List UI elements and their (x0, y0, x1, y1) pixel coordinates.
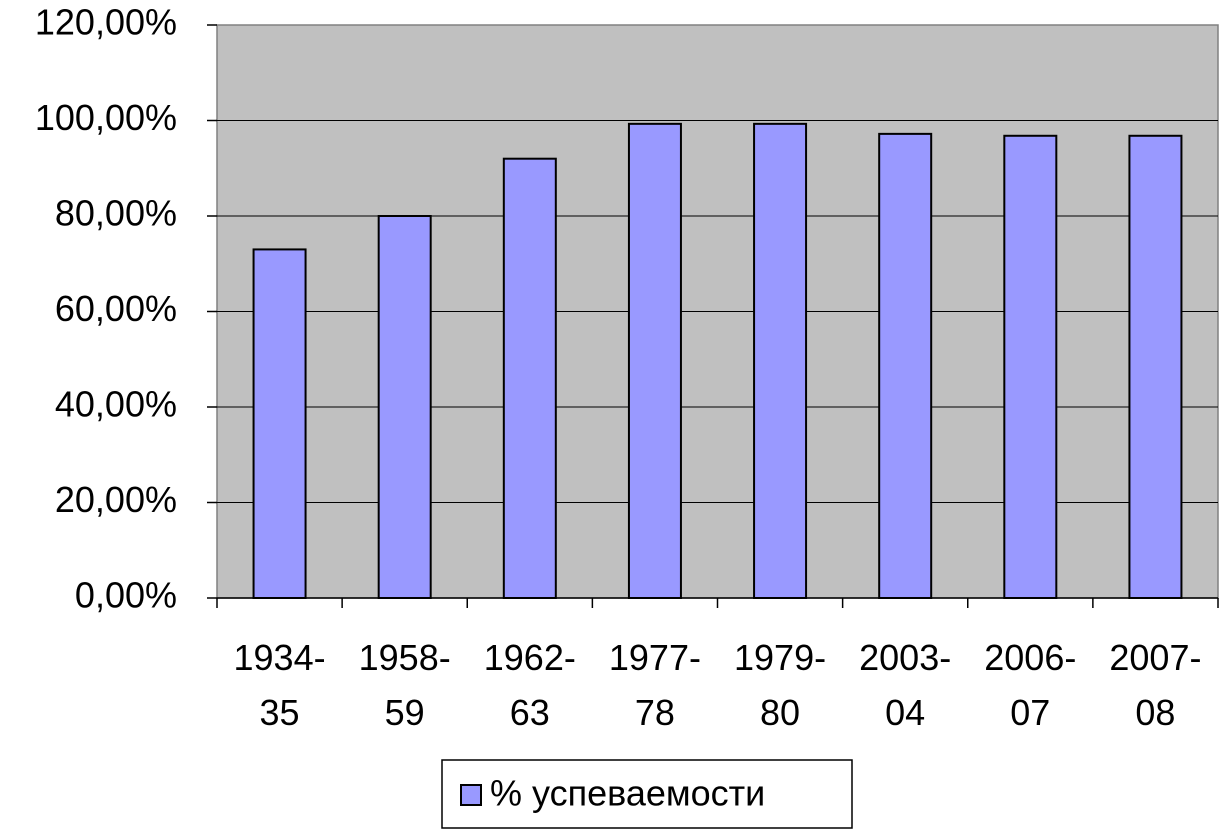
x-tick-label-line: 63 (510, 692, 550, 733)
x-tick-label-line: 2007- (1109, 637, 1201, 678)
x-tick-label: 1977- 78 (609, 637, 701, 733)
bar (1003, 134, 1058, 599)
x-tick-label-line: 1958- (359, 637, 451, 678)
x-tick-label-line: 80 (760, 692, 800, 733)
y-tick-label: 100,00% (35, 97, 177, 138)
x-tick-label: 2003- 04 (859, 637, 951, 733)
legend-label: % успеваемости (490, 773, 765, 814)
x-tick-label-line: 07 (1010, 692, 1050, 733)
x-tick-label-line: 08 (1135, 692, 1175, 733)
x-tick-label: 1958- 59 (359, 637, 451, 733)
bar (627, 122, 682, 599)
x-tick-label: 1934- 35 (234, 637, 326, 733)
x-tick-label: 1979- 80 (734, 637, 826, 733)
x-tick-label-line: 2003- (859, 637, 951, 678)
x-tick-label-line: 78 (635, 692, 675, 733)
y-tick-label: 60,00% (55, 288, 177, 329)
x-tick-label: 2007- 08 (1109, 637, 1201, 733)
x-tick-label: 2006- 07 (984, 637, 1076, 733)
legend-box (441, 759, 853, 829)
y-tick-label: 40,00% (55, 384, 177, 425)
x-tick-label: 1962- 63 (484, 637, 576, 733)
x-tick-label-line: 1962- (484, 637, 576, 678)
y-tick-label: 20,00% (55, 479, 177, 520)
y-tick-label: 80,00% (55, 193, 177, 234)
x-tick-label-line: 1934- (234, 637, 326, 678)
legend-swatch (460, 784, 482, 806)
bar (753, 122, 808, 599)
x-tick-label-line: 2006- (984, 637, 1076, 678)
x-tick-label-line: 35 (260, 692, 300, 733)
x-tick-label-line: 59 (385, 692, 425, 733)
y-tick-label: 120,00% (35, 2, 177, 43)
x-tick-label-line: 1979- (734, 637, 826, 678)
bar (377, 215, 432, 599)
bar (878, 132, 933, 599)
y-tick-label: 0,00% (75, 575, 177, 616)
bar (252, 248, 307, 600)
x-tick-label-line: 1977- (609, 637, 701, 678)
bar (502, 157, 557, 599)
bar (1128, 134, 1183, 599)
x-tick-label-line: 04 (885, 692, 925, 733)
